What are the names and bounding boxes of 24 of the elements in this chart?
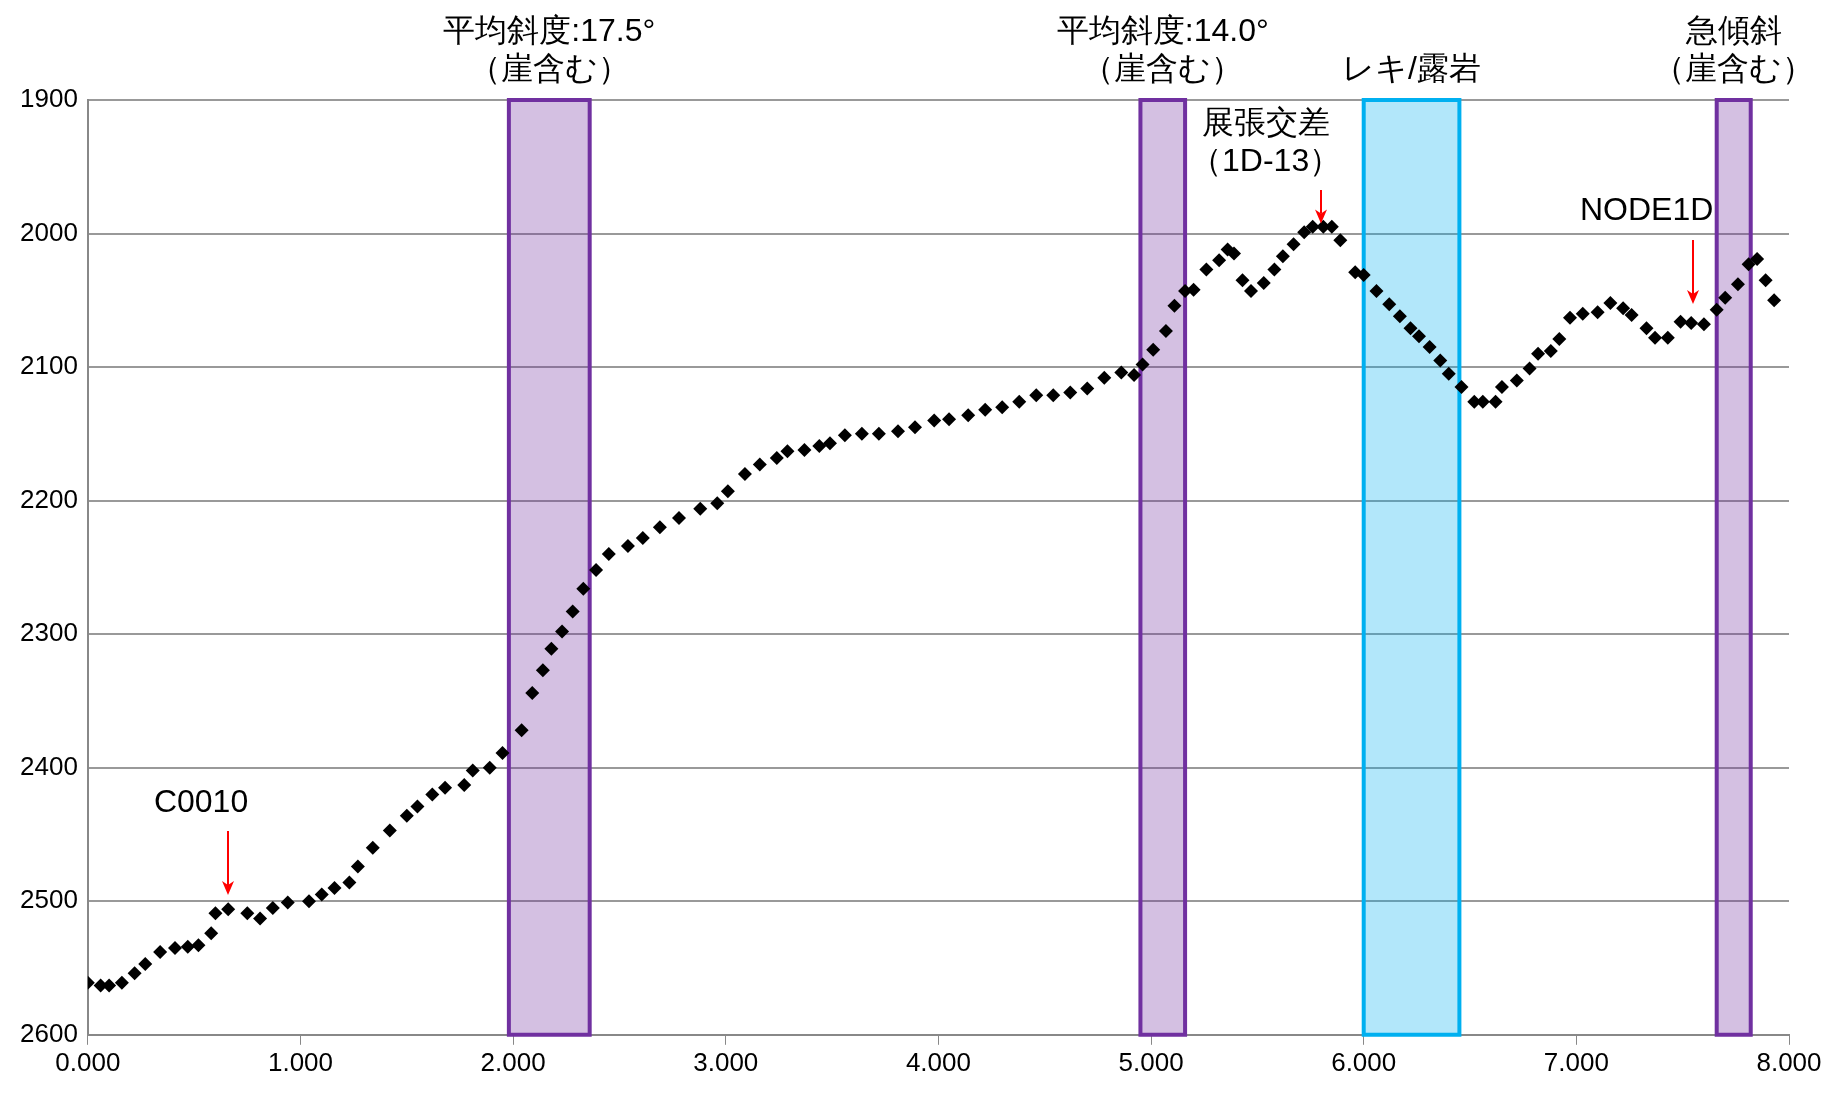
annotation: C0010 (153, 783, 249, 820)
x-tick-label: 4.000 (905, 1046, 971, 1077)
band-label: レキ/露岩 (1342, 49, 1481, 86)
band-label: 急傾斜（崖含む） (1653, 11, 1815, 86)
x-tick-label: 3.000 (693, 1046, 759, 1077)
band-label: 平均斜度:14.0°（崖含む） (1056, 11, 1269, 86)
x-tick-label: 0.000 (55, 1046, 121, 1077)
x-tick-label: 7.000 (1543, 1046, 1609, 1077)
annotation: NODE1D (1579, 191, 1714, 228)
y-tick-label: 2000 (20, 216, 78, 247)
x-tick-label: 8.000 (1756, 1046, 1822, 1077)
y-tick-label: 1900 (20, 83, 78, 114)
x-tick-label: 5.000 (1118, 1046, 1184, 1077)
x-tick-label: 6.000 (1331, 1046, 1397, 1077)
y-tick-label: 2600 (20, 1017, 78, 1048)
y-tick-label: 2300 (20, 617, 78, 648)
y-tick-label: 2500 (20, 884, 78, 915)
x-tick-label: 1.000 (267, 1046, 334, 1077)
band-label: 平均斜度:17.5°（崖含む） (443, 11, 656, 86)
x-tick-label: 2.000 (480, 1046, 546, 1077)
y-tick-label: 2200 (20, 483, 78, 514)
y-tick-label: 2100 (20, 350, 78, 381)
y-tick-label: 2400 (20, 750, 78, 781)
annotation: 展張交差（1D-13） (1190, 103, 1342, 178)
